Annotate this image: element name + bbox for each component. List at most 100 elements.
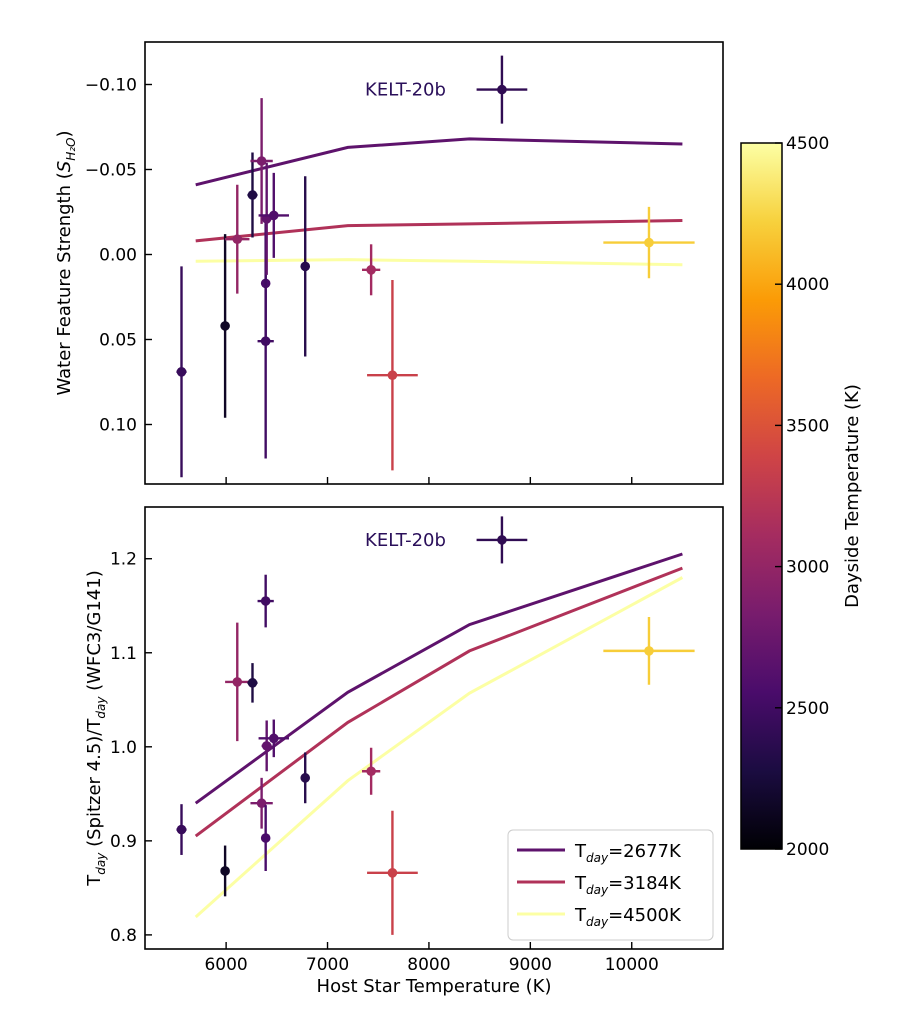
marker [247, 678, 258, 688]
marker [256, 798, 267, 809]
bottom-model-line [194, 576, 684, 919]
marker [387, 868, 398, 878]
marker [261, 741, 272, 751]
top-y-tick-label: 0.10 [99, 416, 137, 436]
colorbar-tick-label: 3500 [786, 416, 829, 436]
marker [260, 833, 271, 843]
top-y-axis-label: Water Feature Strength (SH₂O) [54, 130, 78, 395]
bottom-panel: 0.8 0.9 1.0 1.1 1.2 6000 7000 8000 9000 10000 KE… [84, 506, 724, 997]
legend-label: Tday=2677K [574, 841, 682, 865]
bottom-data-point [261, 720, 272, 772]
top-data-point [220, 234, 230, 418]
marker [176, 824, 187, 835]
top-y-tick-label: 0.00 [99, 246, 137, 266]
colorbar-label: Dayside Temperature (K) [842, 384, 863, 608]
bottom-x-ticks: 6000 7000 8000 9000 10000 [204, 942, 659, 975]
bottom-y-ticks: 0.8 0.9 1.0 1.1 1.2 [110, 550, 152, 946]
bottom-annotation: KELT-20b [365, 530, 446, 551]
top-y-tick-label: −0.05 [85, 161, 137, 181]
marker [644, 646, 654, 656]
marker [387, 370, 398, 381]
marker [497, 84, 507, 95]
bottom-data-point [260, 805, 271, 871]
marker [300, 773, 311, 783]
bottom-data-point [362, 747, 381, 795]
bottom-model-line [194, 552, 683, 805]
colorbar-gradient [740, 142, 783, 850]
marker [268, 733, 279, 744]
colorbar-tick-label: 2000 [786, 840, 829, 860]
marker [247, 190, 258, 200]
top-model-lines [195, 137, 683, 267]
marker [232, 234, 243, 244]
top-x-ticks [225, 477, 633, 484]
top-data-point [261, 162, 272, 275]
bottom-x-tick-label: 10000 [605, 955, 659, 975]
colorbar: 2000 2500 3000 3500 4000 4500 Dayside Tempera… [740, 134, 863, 860]
top-y-ticks: −0.10 −0.05 0.00 0.05 0.10 [85, 76, 152, 436]
bottom-model-lines [194, 552, 684, 919]
marker [176, 367, 187, 377]
bottom-plot-frame [144, 506, 724, 950]
bottom-x-tick-label: 7000 [306, 955, 349, 975]
bottom-y-tick-label: 0.9 [110, 832, 137, 852]
marker [220, 866, 230, 876]
legend-entry: Tday=4500K [517, 905, 682, 929]
bottom-y-tick-label: 0.8 [110, 926, 137, 946]
bottom-data-point [176, 804, 187, 855]
bottom-y-tick-label: 1.2 [110, 550, 137, 570]
colorbar-tick-label: 4500 [786, 134, 829, 154]
bottom-y-axis-label: Tday (Spitzer 4.5)/Tday (WFC3/G141) [84, 570, 108, 886]
top-data-points [176, 55, 695, 478]
bottom-x-tick-label: 8000 [407, 955, 450, 975]
top-data-point [603, 206, 695, 279]
legend-entry: Tday=2677K [517, 841, 682, 865]
legend-entry: Tday=3184K [517, 873, 682, 897]
bottom-data-points [176, 516, 695, 935]
top-data-point [225, 184, 250, 294]
marker [256, 156, 267, 166]
marker [366, 766, 376, 777]
bottom-data-point [476, 516, 528, 564]
bottom-model-line [194, 566, 683, 838]
top-data-point [250, 98, 273, 224]
top-data-point [176, 266, 187, 478]
top-data-point [367, 280, 418, 471]
top-y-tick-label: 0.05 [99, 331, 137, 351]
marker [232, 677, 243, 687]
top-y-tick-label: −0.10 [85, 76, 137, 96]
bottom-data-point [367, 810, 418, 935]
top-data-point [362, 244, 381, 296]
bottom-x-tick-label: 6000 [204, 955, 247, 975]
top-data-point [300, 176, 311, 357]
bottom-y-tick-label: 1.1 [110, 644, 137, 664]
legend: Tday=2677K Tday=3184K Tday=4500K [507, 829, 714, 941]
top-panel: −0.10 −0.05 0.00 0.05 0.10 KELT-20b Water Fe… [54, 41, 724, 485]
marker [220, 321, 230, 331]
marker [300, 261, 311, 272]
top-plot-frame [144, 41, 724, 485]
top-data-point [258, 172, 289, 258]
marker [260, 596, 271, 606]
bottom-data-point [257, 574, 274, 628]
marker [366, 265, 376, 275]
top-model-line [195, 219, 683, 243]
bottom-data-point [258, 719, 289, 758]
bottom-data-point [247, 663, 258, 703]
bottom-x-axis-label: Host Star Temperature (K) [317, 976, 552, 997]
top-model-line [195, 258, 683, 267]
bottom-data-point [250, 777, 273, 829]
legend-label: Tday=3184K [574, 873, 682, 897]
bottom-data-point [220, 845, 230, 897]
top-data-point [476, 55, 528, 124]
bottom-x-tick-label: 9000 [509, 955, 552, 975]
marker [497, 535, 507, 545]
legend-label: Tday=4500K [574, 905, 682, 929]
bottom-data-point [603, 617, 695, 685]
top-data-point [247, 152, 258, 238]
top-annotation: KELT-20b [365, 80, 446, 101]
colorbar-tick-label: 4000 [786, 275, 829, 295]
top-model-line [195, 137, 683, 187]
marker [644, 237, 654, 248]
